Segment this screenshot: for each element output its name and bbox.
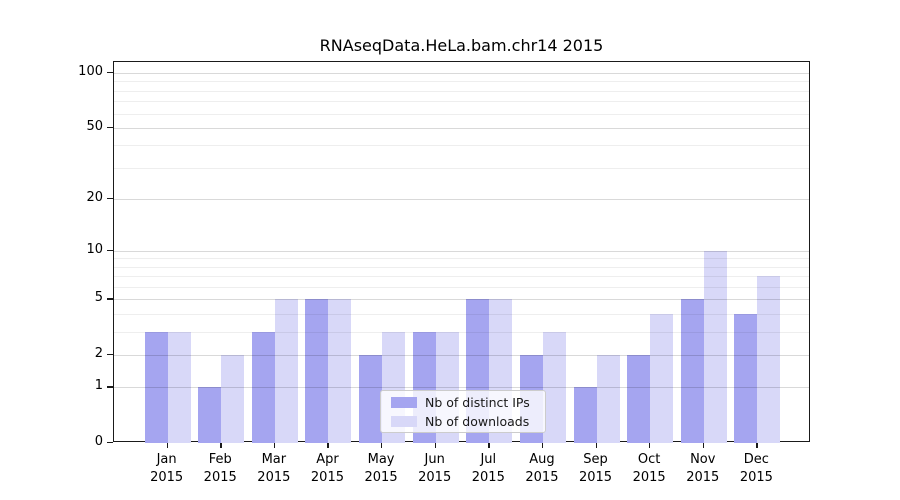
y-tick-label: 2 [94,345,103,361]
legend-swatch-downloads [391,415,417,427]
x-tick-label: Sep 2015 [578,452,613,485]
x-tick-mark [220,442,222,448]
y-tick-mark [107,298,113,300]
x-tick-mark [166,442,168,448]
x-tick-mark [434,442,436,448]
gridline-major [114,127,809,129]
x-tick-mark [595,442,597,448]
gridline-minor [114,287,809,289]
y-tick-label: 50 [86,118,103,134]
gridline-minor [114,276,809,278]
gridline-minor [114,113,809,115]
bar-distinct-ips [573,387,597,443]
y-tick-label: 0 [94,434,103,449]
bar-downloads [542,331,566,443]
x-tick-label: Oct 2015 [632,452,666,485]
x-tick-label: May 2015 [364,452,398,485]
bar-downloads [221,354,245,443]
y-tick-mark [107,126,113,129]
x-tick-label: Dec 2015 [739,452,773,485]
y-tick-label: 5 [94,290,103,306]
x-tick-mark [541,442,544,448]
x-tick-label: Feb 2015 [203,452,237,485]
x-tick-mark [756,442,758,448]
bar-distinct-ips [359,354,383,443]
legend-label-downloads: Nb of downloads [425,413,530,429]
legend-item-downloads: Nb of downloads [391,414,545,429]
gridline-minor [114,331,809,333]
x-tick-mark [702,442,705,448]
gridline-major [114,387,809,389]
y-tick-label: 1 [94,378,103,394]
x-tick-label: Aug 2015 [525,452,559,485]
y-tick-label: 10 [86,241,103,257]
bar-downloads [596,354,620,443]
legend: Nb of distinct IPs Nb of downloads [380,390,546,433]
x-tick-mark [649,442,651,448]
gridline-minor [114,167,809,169]
bar-distinct-ips [734,314,758,443]
legend-item-distinct-ips: Nb of distinct IPs [391,395,545,410]
y-tick-label: 20 [86,189,103,205]
gridline-minor [114,101,809,103]
bar-distinct-ips [251,331,275,443]
gridline-major [114,198,809,200]
bar-distinct-ips [144,331,168,443]
x-tick-label: Apr 2015 [310,452,344,485]
x-tick-mark [327,442,329,448]
x-tick-label: Jan 2015 [150,452,184,485]
bar-distinct-ips [680,299,704,443]
y-tick-mark [107,386,113,388]
plot-area: Nb of distinct IPs Nb of downloads [113,61,810,443]
gridline-minor [114,90,809,92]
x-tick-label: Nov 2015 [686,452,720,485]
bar-downloads [274,299,298,443]
x-tick-label: Mar 2015 [257,452,291,485]
legend-label-distinct-ips: Nb of distinct IPs [425,394,530,410]
x-tick-mark [488,442,490,448]
bar-downloads [167,331,191,443]
bar-distinct-ips [627,354,651,443]
legend-swatch-distinct-ips [391,396,417,408]
bar-downloads [650,314,674,443]
gridline-minor [114,145,809,147]
gridline-major [114,73,809,75]
y-tick-mark [107,197,113,200]
gridline-minor [114,258,809,260]
gridline-minor [114,314,809,315]
y-tick-mark [107,442,113,444]
x-tick-mark [381,442,383,448]
bar-downloads [328,299,352,443]
y-tick-mark [107,72,113,74]
chart-title: RNAseqData.HeLa.bam.chr14 2015 [319,36,604,55]
bar-downloads [703,250,727,443]
gridline-minor [114,266,809,268]
x-tick-mark [273,442,276,448]
y-tick-label: 100 [78,64,103,80]
gridline-major [114,250,809,252]
x-tick-label: Jul 2015 [471,452,505,485]
y-tick-mark [107,353,113,356]
gridline-major [114,354,809,356]
gridline-minor [114,81,809,83]
gridline-major [114,299,809,301]
bar-distinct-ips [198,387,222,443]
bar-distinct-ips [305,299,329,443]
y-tick-mark [107,249,113,252]
bar-downloads [757,276,781,443]
x-tick-label: Jun 2015 [418,452,452,485]
